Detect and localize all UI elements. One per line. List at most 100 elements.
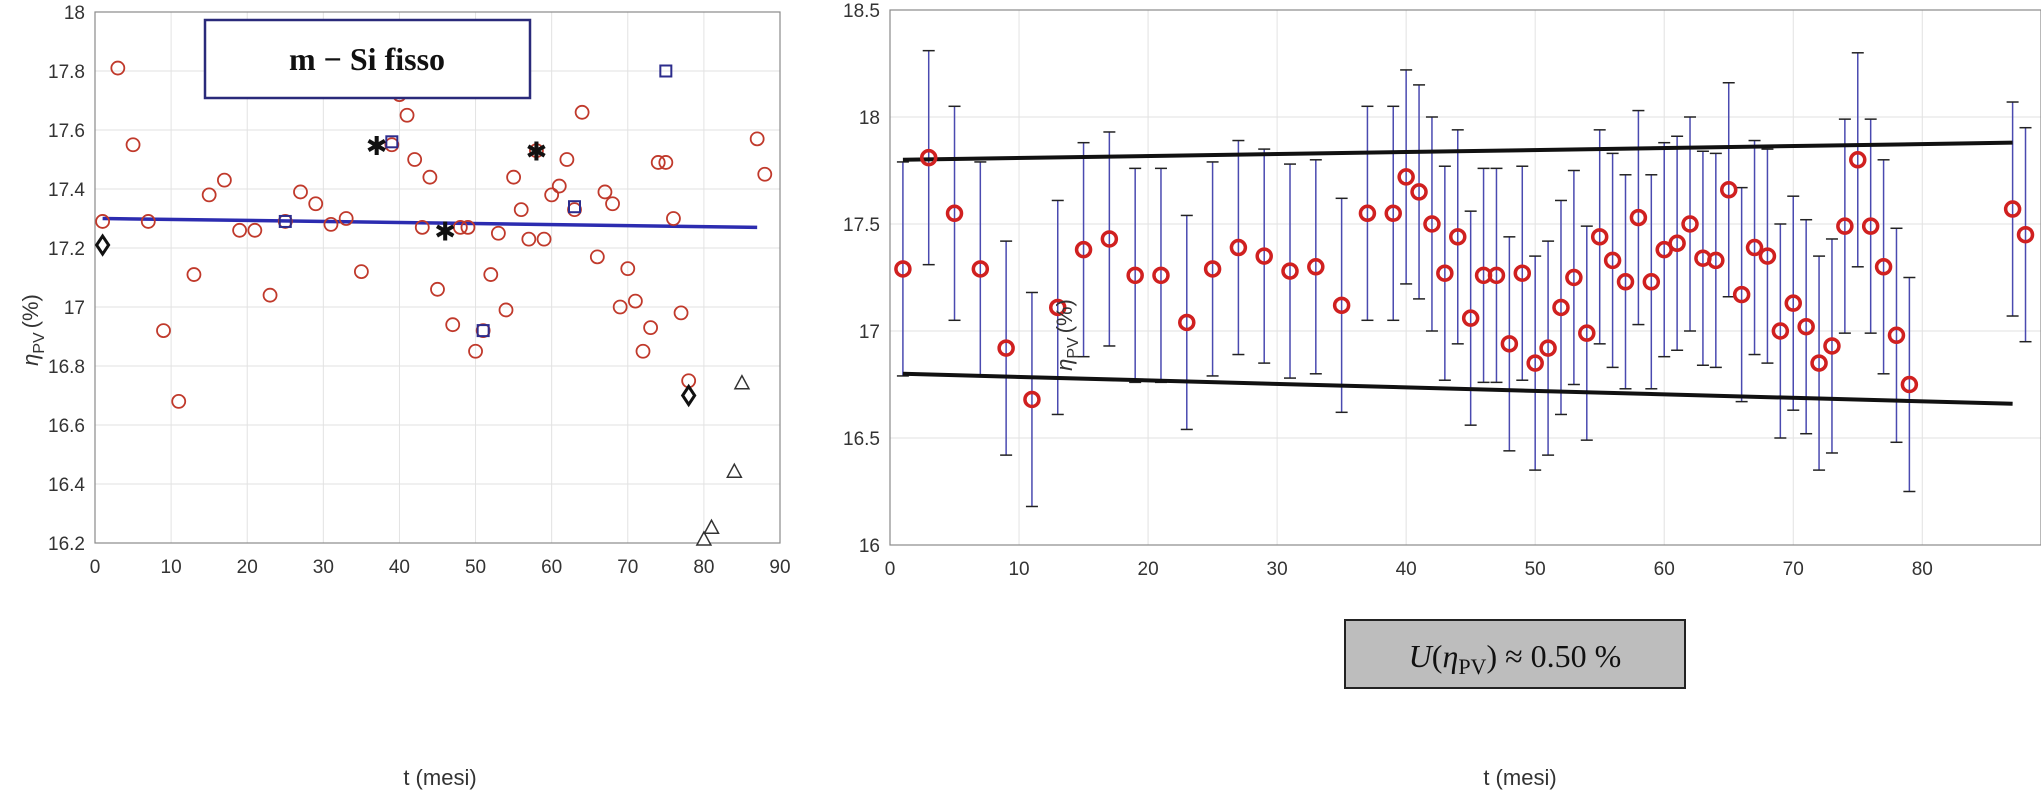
chart1-circles-point-45 [605,196,620,212]
chart2-point-33 [1565,268,1583,287]
chart-left-ylabel: ηPV (%) [18,294,48,366]
chart2-point-45 [1719,181,1738,199]
chart2-point-11 [1178,313,1196,332]
chart1-squares-point-3 [568,200,581,214]
chart2-error-bar-36 [1606,152,1619,369]
chart2-error-bar-52 [1813,255,1826,471]
chart-right-grid [890,10,2041,545]
chart-right-ylabel: ηPV (%) [1052,299,1082,371]
chart-right-ylabel-eta: η [1052,359,1077,371]
chart2-error-bar-41 [1671,135,1684,352]
chart2-point-3 [971,260,990,278]
uncertainty-u: U [1409,638,1434,674]
chart2-upper-bound-line [902,140,2013,162]
chart2-point-31 [1539,339,1557,357]
chart2-error-bar-16 [1309,159,1322,375]
chart2-point-15 [1281,262,1299,280]
chart-right-ylabel-sub: PV [1065,337,1082,359]
chart1-circles-point-44 [597,184,613,200]
chart1-ytick-9: 18 [64,3,85,24]
chart-right-error-bars [896,49,2032,508]
chart1-circles-point-7 [201,187,217,203]
chart1-stars-point-2: ✱ [526,138,548,168]
chart2-point-44 [1707,251,1725,270]
chart2-error-bar-15 [1284,163,1297,379]
chart2-point-34 [1578,324,1596,342]
chart1-xtick-50: 50 [465,557,486,578]
chart1-circles-point-2 [125,137,141,153]
chart1-ytick-2: 16.6 [48,416,85,437]
chart2-point-47 [1745,238,1764,257]
chart1-ytick-4: 17 [64,298,85,319]
chart2-point-58 [1887,326,1906,345]
chart2-error-bar-37 [1619,174,1632,390]
chart1-circles-point-10 [247,222,263,238]
chart2-error-bar-58 [1890,227,1903,444]
chart2-point-23 [1436,264,1454,282]
chart2-point-9 [1126,266,1144,285]
chart2-point-56 [1861,217,1880,235]
chart1-circles-point-24 [430,281,445,297]
chart-left: 0 10 20 30 40 50 60 70 80 90 16.2 16.4 16.6 16.8 17 17.… [18,3,791,790]
chart1-ytick-8: 17.8 [48,62,85,83]
chart2-point-55 [1849,151,1867,169]
chart1-ytick-1: 16.4 [48,475,85,496]
chart2-point-10 [1152,266,1170,285]
chart2-error-bar-23 [1438,165,1451,381]
chart2-point-28 [1500,335,1519,353]
chart1-stars-point-1: ✱ [434,217,456,247]
chart-right-markers [894,148,2035,409]
chart2-error-bar-24 [1451,129,1464,345]
chart2-error-bar-10 [1154,167,1167,384]
chart2-point-37 [1616,273,1635,291]
chart2-point-4 [997,339,1015,357]
chart-left-markers: ✱ ✱ ✱ [94,60,773,546]
chart2-point-39 [1642,273,1661,291]
chart1-circles-point-37 [536,231,552,247]
chart1-circles-point-0 [95,214,111,229]
chart2-error-bar-29 [1516,165,1529,381]
chart2-ytick-3: 17.5 [843,215,880,236]
chart2-error-bar-50 [1787,195,1800,411]
chart2-point-6 [1048,298,1067,317]
chart2-point-24 [1449,228,1467,246]
chart-right-ticks: 0 10 20 30 40 50 60 70 80 16 16.5 17 17.5 18 18.5 [843,1,1933,580]
chart2-error-bar-49 [1774,223,1787,439]
chart1-triangles-point-3 [733,374,751,390]
chart1-diamonds-point-1 [680,383,697,408]
uncertainty-open: ( [1432,638,1443,674]
chart1-circles-point-35 [521,231,537,247]
chart2-ytick-1: 16.5 [843,429,880,450]
chart2-xtick-30: 30 [1267,559,1288,580]
chart2-xtick-60: 60 [1654,559,1675,580]
chart2-point-61 [2016,225,2035,244]
chart1-circles-point-50 [643,320,659,336]
chart1-circles-point-52 [658,155,674,170]
chart2-ytick-5: 18.5 [843,1,880,22]
chart1-circles-point-40 [559,152,575,167]
chart1-circles-point-32 [498,302,514,318]
chart2-error-bar-53 [1825,238,1838,454]
chart2-point-13 [1229,238,1248,257]
chart1-circles-point-21 [407,152,423,167]
chart1-xtick-80: 80 [693,557,714,578]
chart2-error-bar-8 [1103,131,1116,347]
chart2-error-bar-55 [1851,52,1864,268]
chart2-error-bar-13 [1232,139,1245,356]
chart1-circles-point-1 [110,60,126,76]
chart-left-trend [102,216,758,230]
chart1-circles-point-3 [140,214,156,229]
chart2-point-38 [1629,208,1648,227]
chart2-point-53 [1823,337,1841,355]
chart1-circles-point-27 [460,219,476,235]
chart2-error-bar-34 [1580,225,1593,441]
chart2-point-50 [1784,294,1803,312]
chart1-circles-point-9 [232,222,248,238]
chart1-xtick-20: 20 [237,557,258,578]
chart-left-grid [95,12,780,543]
chart-right-xlabel: t (mesi) [1483,765,1556,790]
chart1-xtick-90: 90 [769,557,790,578]
chart2-error-bar-51 [1800,218,1813,435]
chart2-error-bar-57 [1877,159,1890,375]
